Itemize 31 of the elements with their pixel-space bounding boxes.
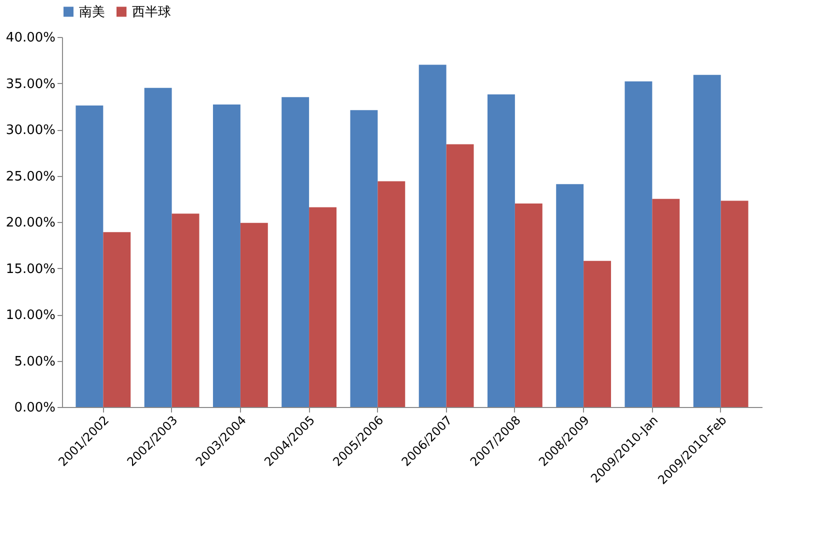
- y-tick-label: 40.00%: [6, 30, 56, 46]
- bar: [720, 200, 748, 407]
- bar: [309, 207, 337, 407]
- bar: [212, 104, 240, 407]
- y-tick-label: 30.00%: [6, 123, 56, 138]
- y-tick-label: 0.00%: [14, 400, 56, 416]
- bar: [693, 74, 721, 407]
- bar: [418, 64, 446, 407]
- legend-label: 西半球: [132, 4, 171, 20]
- bar: [378, 181, 406, 407]
- bar: [172, 214, 200, 407]
- bar: [487, 94, 515, 407]
- bar: [446, 144, 474, 407]
- bar: [240, 222, 268, 407]
- bar: [584, 260, 612, 407]
- y-tick-label: 15.00%: [6, 262, 56, 277]
- bar: [76, 105, 104, 407]
- bar: [282, 97, 310, 407]
- bar: [652, 198, 680, 407]
- y-tick-label: 5.00%: [14, 354, 56, 370]
- bar: [514, 204, 542, 407]
- bar: [556, 184, 584, 407]
- bar: [624, 81, 652, 407]
- y-tick-label: 10.00%: [6, 308, 56, 323]
- y-tick-label: 35.00%: [6, 76, 56, 92]
- legend-label: 南美: [79, 4, 105, 20]
- y-tick-label: 20.00%: [6, 216, 56, 230]
- bar: [144, 88, 172, 407]
- y-tick-label: 25.00%: [6, 169, 56, 184]
- bar: [350, 110, 378, 407]
- bar: [103, 232, 131, 407]
